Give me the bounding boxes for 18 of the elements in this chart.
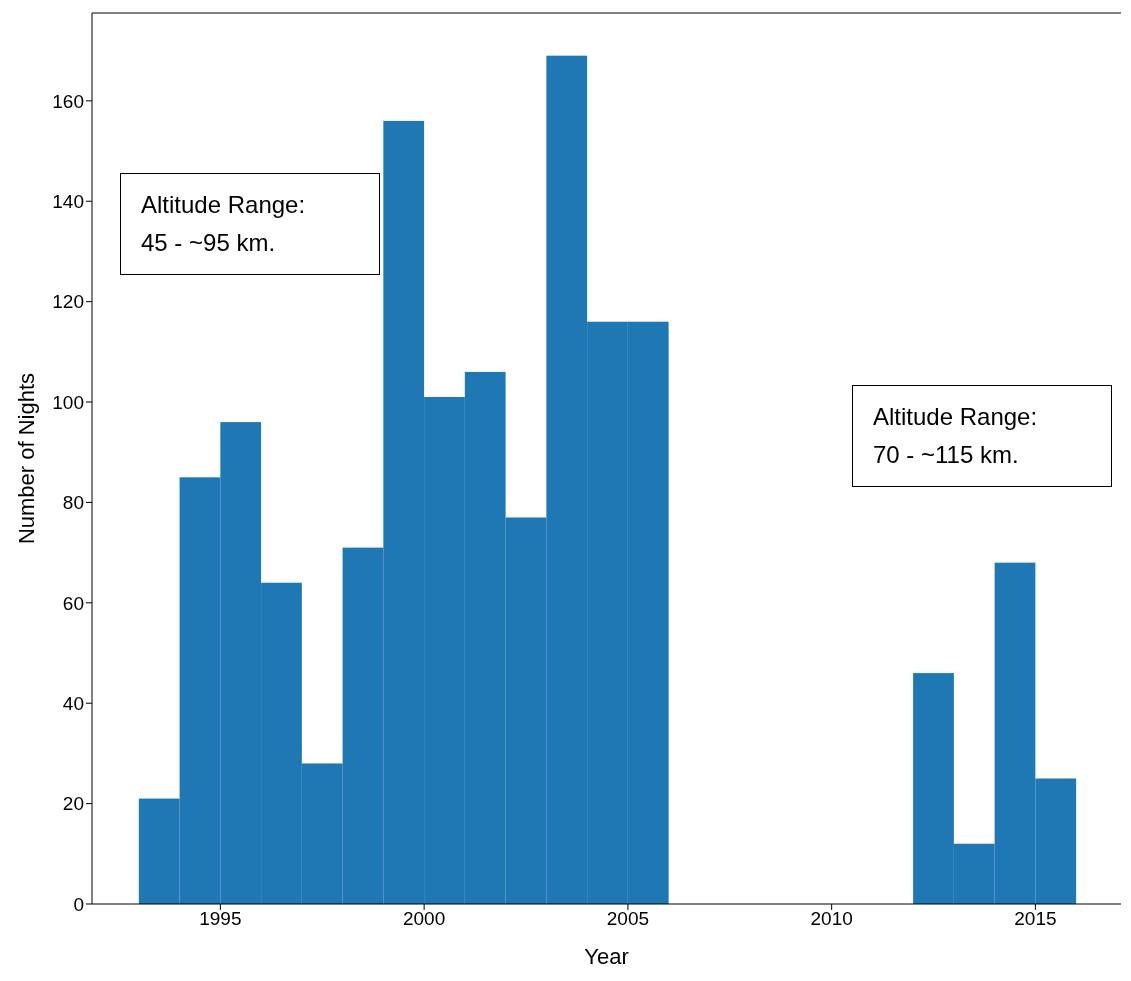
x-axis-title: Year xyxy=(584,944,629,969)
y-tick-label: 40 xyxy=(62,692,84,714)
x-tick-label: 2005 xyxy=(606,908,650,930)
x-tick-label: 2010 xyxy=(810,908,853,930)
y-tick-label: 0 xyxy=(73,893,84,915)
y-tick-label: 80 xyxy=(62,492,84,514)
y-tick-label: 160 xyxy=(52,90,84,112)
y-tick-label: 140 xyxy=(52,190,84,212)
y-tick-label: 60 xyxy=(62,592,84,614)
annotation: Altitude Range: 45 - ~95 km. xyxy=(141,190,307,258)
annotation: Altitude Range: 70 - ~115 km. xyxy=(873,402,1039,470)
x-tick-label: 1995 xyxy=(199,908,242,930)
x-tick-label: 2015 xyxy=(1014,908,1057,930)
y-axis-title: Number of Nights xyxy=(13,372,39,545)
y-tick-label: 120 xyxy=(52,291,84,313)
x-tick-label: 2000 xyxy=(402,908,446,930)
y-tick-label: 100 xyxy=(52,391,84,413)
y-tick-label: 20 xyxy=(62,793,84,815)
